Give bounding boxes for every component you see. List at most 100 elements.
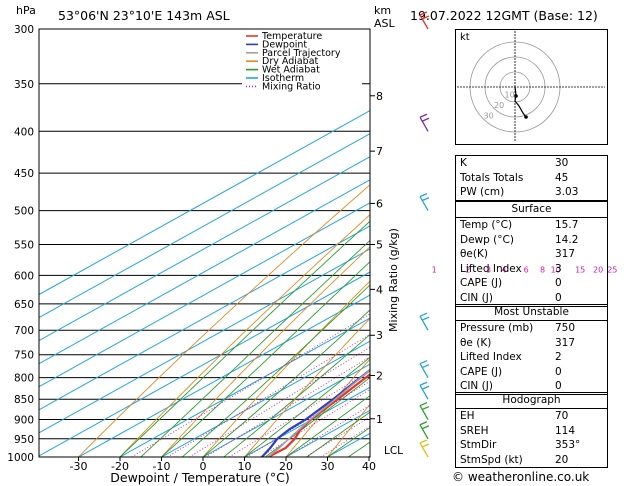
dry-adiabat-line [285, 358, 370, 457]
table-row: Lifted Index 3 [456, 262, 607, 277]
table-row: θe (K) 317 [456, 336, 607, 351]
pressure-tick-label: 600 [14, 270, 34, 282]
row-value: 70 [555, 410, 569, 422]
row-value: 14.2 [555, 233, 579, 246]
row-value: 317 [555, 336, 576, 349]
row-value: 0 [555, 365, 562, 378]
wet-adiabat-line [285, 395, 370, 457]
table-row: θe(K) 317 [456, 247, 607, 262]
pressure-tick-label: 700 [14, 325, 34, 337]
series-line-dewpoint [261, 368, 370, 457]
legend-label: Dry Adiabat [262, 56, 319, 67]
location-title: 53°06'N 23°10'E 143m ASL [58, 8, 230, 23]
temp-tick-label: 40 [362, 460, 376, 473]
wind-barb-icon [419, 381, 430, 400]
isotherm-line [119, 317, 370, 457]
temp-tick-label: 20 [279, 460, 293, 473]
mixing-ratio-label: 25 [607, 265, 617, 274]
legend-label: Mixing Ratio [262, 81, 321, 92]
table-row: Temp (°C) 15.7 [456, 217, 607, 233]
watermark: © weatheronline.co.uk [452, 470, 590, 484]
pressure-tick-label: 350 [14, 79, 34, 91]
height-tick-label: 4 [376, 283, 383, 296]
pressure-tick-label: 1000 [7, 452, 34, 464]
pressure-tick-label: 950 [14, 434, 34, 446]
row-label: CAPE (J) [460, 365, 503, 378]
legend-label: Temperature [261, 31, 322, 42]
isotherm-line [39, 179, 370, 365]
isotherm-line [39, 156, 370, 342]
row-label: K [460, 157, 467, 169]
isotherm-line [39, 202, 370, 388]
table-row: K 30 [456, 156, 607, 171]
wind-barb-icon [419, 312, 430, 331]
temp-tick-label: 10 [238, 460, 252, 473]
wind-barb-icon [419, 192, 430, 211]
row-label: θe(K) [460, 248, 488, 261]
series-line-parcel-trajectory [267, 368, 370, 457]
temp-tick-label: -30 [70, 460, 88, 473]
wet-adiabat-line [202, 309, 370, 457]
table-row: CIN (J) 0 [456, 379, 607, 394]
row-value: 30 [555, 157, 569, 169]
row-label: SREH [460, 424, 489, 437]
table-row: PW (cm) 3.03 [456, 185, 607, 200]
height-tick-label: 7 [376, 145, 383, 158]
temp-tick-label: 30 [321, 460, 335, 473]
lcl-label: LCL [384, 445, 403, 457]
mixing-ratio-label: 8 [540, 265, 545, 274]
legend-label: Wet Adiabat [262, 65, 320, 76]
height-tick-label: 2 [376, 369, 383, 382]
dry-adiabat-line [78, 184, 370, 457]
table-row: CAPE (J) 0 [456, 365, 607, 380]
row-value: 750 [555, 322, 576, 334]
row-label: Dewp (°C) [460, 233, 514, 246]
mixing-ratio-label: 10 [551, 265, 561, 274]
mixing-ratio-label: 4 [501, 265, 506, 274]
row-label: PW (cm) [460, 186, 505, 199]
wind-barb-icon [419, 11, 430, 30]
mixing-ratio-label: 6 [524, 265, 529, 274]
isotherm-line [39, 110, 370, 296]
mixing-ratio-label: 3 [486, 265, 491, 274]
height-tick-label: 5 [376, 239, 383, 252]
row-value: 20 [555, 453, 569, 466]
mixing-ratio-line [167, 333, 370, 457]
hodograph-ring-label: 20 [494, 101, 504, 110]
row-label: Lifted Index [460, 351, 522, 364]
wind-barb-icon [419, 421, 430, 440]
table-row: Lifted Index 2 [456, 350, 607, 365]
table-row: SREH 114 [456, 424, 607, 439]
wind-barb-icon [419, 113, 430, 132]
row-value: 317 [555, 248, 576, 261]
wet-adiabat-line [181, 284, 370, 457]
pressure-tick-label: 500 [14, 206, 34, 218]
storm-motion-point [514, 94, 518, 98]
table-row: EH 70 [456, 408, 607, 424]
row-value: 0 [555, 277, 562, 290]
row-value: 3 [555, 262, 562, 275]
table-row: StmDir 353° [456, 438, 607, 453]
surface-title: Surface [511, 203, 552, 215]
most-unstable-title: Most Unstable [494, 306, 569, 318]
isotherm-line [39, 271, 370, 457]
wind-barb-icon [419, 401, 430, 420]
hodograph-ring-label: 30 [484, 112, 494, 121]
hodograph-unit: kt [460, 32, 470, 43]
legend-box [242, 31, 362, 92]
wet-adiabat-line [140, 239, 370, 457]
row-label: CIN (J) [460, 291, 493, 304]
hodograph-table: Hodograph EH 70 SREH 114 StmDir 353° StmSpd (kt… [455, 392, 608, 469]
mixing-ratio-line [189, 346, 370, 457]
isotherm-line [39, 248, 370, 434]
pressure-tick-label: 300 [14, 24, 34, 36]
row-value: 45 [555, 171, 569, 184]
table-row: Dewp (°C) 14.2 [456, 233, 607, 248]
pressure-tick-label: 750 [14, 350, 34, 362]
datetime-title: 19.07.2022 12GMT (Base: 12) [410, 8, 598, 23]
dry-adiabat-line [202, 280, 370, 457]
row-label: Lifted Index [460, 262, 522, 275]
